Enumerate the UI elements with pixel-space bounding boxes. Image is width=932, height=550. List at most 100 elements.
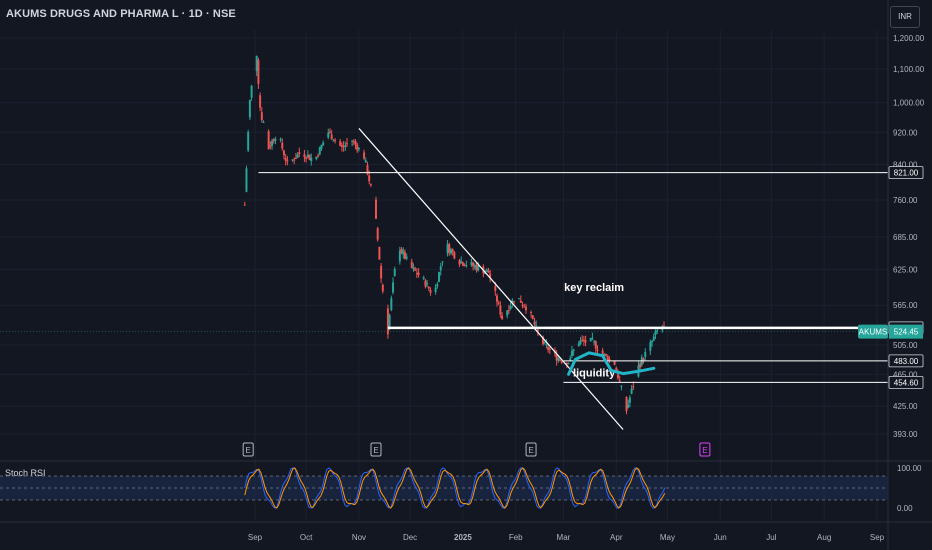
level-price-tag (888, 354, 924, 368)
candle-body (470, 262, 473, 266)
candle-body (390, 298, 393, 311)
candle-body (328, 131, 331, 133)
candle-body (569, 358, 572, 361)
price-tick-label: 465.00 (893, 370, 918, 379)
candle-body (320, 145, 323, 149)
downtrend-line (358, 128, 624, 430)
candle-body (475, 264, 478, 271)
stoch-rsi-label[interactable]: Stoch RSI (5, 468, 46, 478)
candle-body (317, 155, 320, 157)
candles (243, 55, 667, 415)
time-tick-label: Nov (352, 533, 366, 542)
candle-body (625, 396, 628, 412)
candle-body (439, 266, 442, 271)
candle-body (284, 158, 287, 161)
candle-body (334, 139, 337, 141)
price-tick-label: 425.00 (893, 402, 918, 411)
price-tick-label: 760.00 (893, 196, 918, 205)
candle-body (536, 329, 539, 332)
candle-body (448, 244, 451, 253)
candle-body (523, 306, 526, 308)
candle-body (296, 154, 299, 158)
trendline-group (358, 128, 624, 430)
candle-body (560, 361, 563, 363)
price-tick-label: 920.00 (893, 128, 918, 137)
candle-body (310, 157, 313, 162)
candle-body (381, 284, 384, 292)
candle-body (315, 156, 318, 159)
candle-body (589, 337, 592, 342)
candle-body (567, 363, 570, 365)
time-tick-label: Oct (300, 533, 313, 542)
candle-body (248, 99, 251, 118)
candle-body (272, 139, 275, 142)
candle-body (400, 248, 403, 253)
candle-body (386, 308, 389, 335)
candle-body (499, 305, 502, 315)
price-tick-label: 565.00 (893, 301, 918, 310)
candle-body (570, 351, 573, 356)
price-tick-label: 393.00 (893, 430, 918, 439)
candle-body (303, 154, 306, 158)
candle-body (594, 341, 597, 349)
candle-body (286, 160, 289, 162)
time-tick-label: 2025 (454, 533, 472, 542)
candle-body (581, 339, 584, 341)
level-price-text: 821.00 (894, 169, 919, 178)
price-tick-label: 625.00 (893, 265, 918, 274)
time-tick-label: Dec (403, 533, 417, 542)
candle-body (357, 147, 360, 149)
earnings-marker-label: E (246, 446, 251, 455)
candle-body (652, 336, 655, 341)
candle-body (473, 265, 476, 268)
candle-body (565, 362, 568, 365)
candle-body (402, 250, 405, 255)
candle-body (356, 144, 359, 151)
candle-body (513, 301, 516, 303)
currency-selector[interactable]: INR (890, 6, 920, 28)
candle-body (398, 250, 401, 262)
candle-body (485, 269, 488, 272)
candle-body (441, 261, 444, 263)
candle-body (405, 256, 408, 259)
price-tick-label: 1,100.00 (893, 65, 925, 74)
candle-body (535, 325, 538, 327)
candle-body (247, 131, 250, 151)
earnings-marker-box (699, 442, 711, 457)
candle-body (463, 265, 466, 267)
candle-body (524, 306, 527, 311)
candle-body (591, 337, 594, 339)
candle-body (305, 157, 308, 159)
candle-body (605, 353, 608, 356)
candle-body (593, 341, 596, 343)
price-tick-label: 685.00 (893, 233, 918, 242)
grid (0, 30, 888, 520)
candle-body (255, 55, 258, 72)
candle-body (260, 112, 263, 121)
candle-body (293, 159, 296, 161)
candle-body (259, 95, 262, 108)
time-tick-label: Jul (766, 533, 776, 542)
candle-body (531, 315, 534, 319)
candle-body (412, 267, 415, 270)
candle-body (632, 386, 635, 388)
liquidity-curve (567, 351, 656, 376)
candle-body (298, 152, 301, 154)
price-tick-label: 840.00 (893, 161, 918, 170)
candle-body (446, 244, 449, 254)
candle-body (545, 344, 548, 346)
candle-body (519, 300, 522, 303)
time-tick-label: Mar (557, 533, 571, 542)
candle-body (557, 358, 560, 361)
candle-body (465, 264, 468, 266)
candle-body (282, 150, 285, 156)
candle-body (392, 282, 395, 293)
candle-body (243, 204, 246, 206)
candle-body (449, 249, 452, 254)
candle-body (436, 284, 439, 287)
stoch-d-line (244, 467, 666, 509)
candle-body (543, 341, 546, 343)
